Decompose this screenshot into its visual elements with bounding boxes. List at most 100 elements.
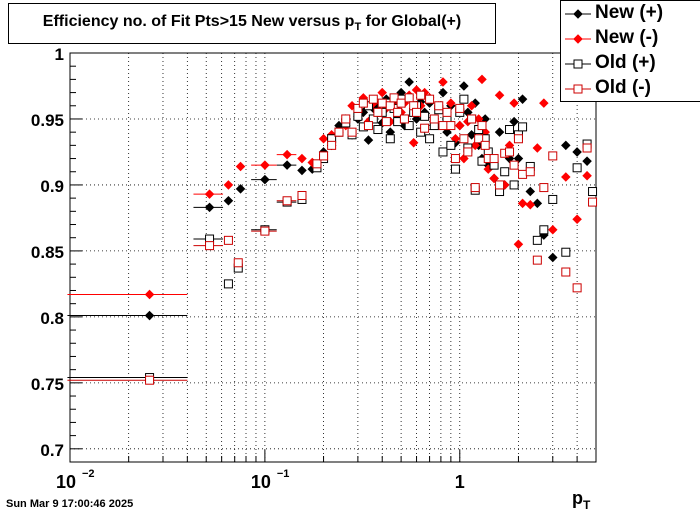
data-point	[446, 98, 456, 108]
legend-marker	[573, 34, 583, 44]
data-point	[420, 123, 430, 133]
data-point	[561, 267, 571, 277]
x-axis-title-main: p	[572, 488, 583, 508]
chart-title-subscript: T	[354, 21, 362, 33]
data-point	[368, 114, 378, 124]
legend-entry: New (-)	[561, 27, 700, 52]
plot-frame	[69, 52, 597, 463]
data-point	[282, 149, 292, 160]
y-tick-label: 0.75	[31, 375, 64, 394]
chart-title-box: Efficiency no. of Fit Pts>15 New versus …	[8, 3, 496, 44]
data-point	[582, 156, 592, 166]
data-point	[509, 116, 519, 127]
data-point	[260, 226, 270, 236]
x-tick-label-exponent: −1	[277, 468, 290, 480]
chart-title-main: Efficiency no. of Fit Pts>15 New versus …	[42, 13, 355, 30]
data-point	[420, 111, 430, 121]
data-point	[547, 225, 558, 235]
data-point	[297, 153, 307, 164]
legend: New (+) New (-) Old (+) Old (-)	[560, 0, 700, 102]
data-point	[144, 310, 155, 321]
data-point	[396, 98, 406, 108]
data-point	[450, 164, 460, 174]
x-axis-title-subscript: T	[583, 498, 591, 512]
chart-title: Efficiency no. of Fit Pts>15 New versus …	[9, 13, 495, 33]
data-point	[532, 198, 543, 209]
data-point	[235, 161, 246, 172]
data-point	[393, 107, 403, 117]
x-tick-label: 10	[251, 472, 271, 492]
data-point	[312, 159, 322, 169]
data-point	[494, 90, 505, 100]
data-point	[561, 172, 571, 182]
data-point	[477, 121, 487, 131]
data-point	[408, 137, 419, 148]
data-point	[353, 103, 363, 113]
data-point	[539, 183, 549, 193]
data-point	[260, 174, 270, 185]
legend-marker	[573, 59, 583, 69]
data-point	[517, 198, 528, 209]
legend-swatch	[565, 84, 591, 94]
data-point	[518, 122, 528, 132]
data-point	[494, 127, 505, 137]
data-point	[425, 134, 435, 144]
data-point	[442, 107, 452, 117]
data-point	[327, 140, 337, 150]
data-point	[377, 98, 387, 108]
data-point	[572, 147, 582, 157]
data-point	[477, 74, 487, 85]
axis-tick-labels: 0.7 0.75 0.8 0.85 0.9 0.95 1 10 −2 10 −1 1	[31, 45, 465, 492]
legend-entry: Old (+)	[561, 52, 700, 77]
legend-label: Old (+)	[595, 52, 656, 73]
data-point	[532, 143, 543, 153]
data-point	[204, 189, 215, 199]
data-point	[532, 235, 542, 245]
legend-label: New (-)	[595, 27, 659, 48]
x-error-bars	[67, 154, 297, 381]
data-point	[145, 375, 155, 385]
y-tick-label: 0.9	[40, 177, 64, 196]
data-point	[404, 93, 414, 103]
y-tick-label: 0.8	[40, 309, 64, 328]
x-tick-label: 10	[56, 472, 76, 492]
data-point	[438, 87, 448, 98]
data-point	[582, 170, 592, 181]
data-point	[373, 107, 383, 117]
data-point	[455, 120, 465, 131]
data-point	[588, 197, 598, 207]
data-point	[233, 258, 243, 268]
data-point	[282, 160, 292, 170]
data-point	[513, 239, 524, 250]
data-point	[434, 101, 444, 111]
data-point	[459, 134, 469, 144]
legend-marker	[573, 9, 583, 19]
y-tick-label: 1	[55, 45, 64, 64]
data-point	[518, 169, 528, 179]
data-point	[223, 279, 233, 289]
data-point	[470, 98, 480, 108]
data-point	[438, 121, 448, 131]
data-point	[525, 167, 535, 177]
data-point	[282, 196, 292, 206]
legend-swatch	[565, 59, 591, 69]
data-point	[358, 98, 368, 108]
data-point	[539, 98, 549, 108]
legend-marker	[573, 84, 583, 94]
data-point	[517, 94, 528, 104]
data-point	[429, 114, 439, 124]
data-point	[463, 147, 473, 157]
data-point	[318, 133, 329, 144]
axis-ticks	[69, 52, 597, 462]
data-point	[205, 241, 215, 251]
data-point	[223, 196, 234, 206]
data-point	[547, 252, 558, 263]
data-point	[385, 101, 395, 111]
x-tick-label: 1	[455, 472, 465, 492]
data-point	[470, 183, 480, 193]
x-tick-label-exponent: −2	[82, 468, 95, 480]
data-point	[509, 98, 519, 108]
data-point	[466, 101, 477, 111]
data-point	[480, 140, 490, 150]
data-point	[572, 163, 582, 173]
